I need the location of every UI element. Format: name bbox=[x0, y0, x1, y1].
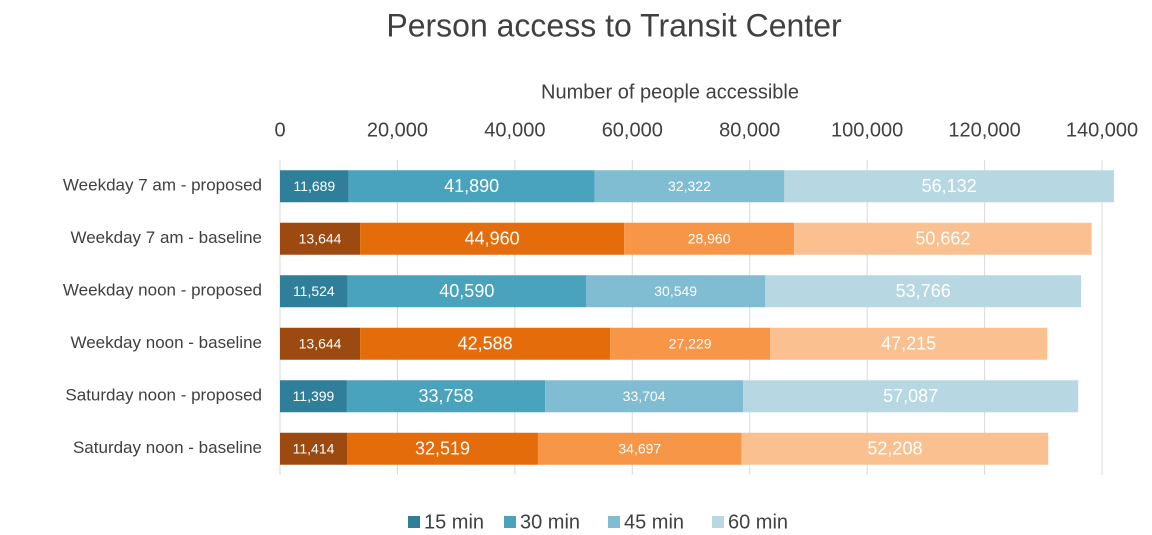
bar-segment bbox=[585, 275, 766, 308]
data-label: 13,644 bbox=[299, 230, 342, 246]
bar-segment bbox=[770, 327, 1048, 360]
legend-swatch bbox=[504, 516, 516, 528]
data-label: 40,590 bbox=[439, 281, 494, 301]
legend-label: 45 min bbox=[624, 511, 684, 533]
bar-segment bbox=[794, 222, 1092, 255]
bar-segment bbox=[346, 380, 546, 413]
data-label: 30,549 bbox=[654, 283, 697, 299]
data-label: 11,399 bbox=[293, 388, 335, 404]
bar-segment bbox=[624, 222, 795, 255]
bar-segment bbox=[280, 275, 348, 308]
data-label: 52,208 bbox=[867, 439, 922, 459]
bar-segment bbox=[280, 380, 347, 413]
bar-segment bbox=[347, 432, 538, 465]
data-label: 50,662 bbox=[915, 229, 970, 249]
bar-segment bbox=[280, 432, 348, 465]
y-tick-label: Weekday noon - baseline bbox=[70, 333, 262, 352]
data-label: 56,132 bbox=[922, 176, 977, 196]
x-tick-label: 140,000 bbox=[1066, 119, 1138, 141]
bar-segment bbox=[784, 170, 1114, 203]
bar-segment bbox=[360, 222, 625, 255]
legend-label: 30 min bbox=[520, 511, 580, 533]
data-label: 42,588 bbox=[458, 334, 513, 354]
bar-segment bbox=[347, 275, 586, 308]
bar-segment bbox=[280, 170, 349, 203]
data-label: 13,644 bbox=[299, 335, 342, 351]
x-tick-label: 60,000 bbox=[602, 119, 663, 141]
data-label: 32,322 bbox=[668, 178, 711, 194]
legend-label: 60 min bbox=[728, 511, 788, 533]
data-label: 33,758 bbox=[419, 386, 474, 406]
data-label: 44,960 bbox=[465, 229, 520, 249]
bar-segment bbox=[610, 327, 771, 360]
data-label: 11,689 bbox=[293, 178, 335, 194]
bar-segment bbox=[743, 380, 1079, 413]
data-label: 11,524 bbox=[293, 283, 335, 299]
y-tick-label: Weekday 7 am - proposed bbox=[63, 176, 262, 195]
bar-segment bbox=[348, 170, 595, 203]
bar-segment bbox=[545, 380, 744, 413]
x-axis-title: Number of people accessible bbox=[541, 81, 799, 103]
bar-segment bbox=[280, 327, 361, 360]
data-label: 47,215 bbox=[881, 334, 936, 354]
data-label: 28,960 bbox=[688, 230, 731, 246]
data-label: 11,414 bbox=[293, 440, 335, 456]
data-label: 57,087 bbox=[883, 386, 938, 406]
x-tick-label: 20,000 bbox=[367, 119, 428, 141]
legend-swatch bbox=[408, 516, 420, 528]
x-tick-label: 100,000 bbox=[831, 119, 903, 141]
x-tick-label: 80,000 bbox=[719, 119, 780, 141]
x-tick-label: 0 bbox=[274, 119, 285, 141]
chart-title: Person access to Transit Center bbox=[386, 7, 842, 43]
data-label: 41,890 bbox=[444, 176, 499, 196]
bar-segment bbox=[360, 327, 611, 360]
x-tick-label: 40,000 bbox=[484, 119, 545, 141]
bar-segment bbox=[537, 432, 742, 465]
bar-segment bbox=[765, 275, 1082, 308]
data-label: 34,697 bbox=[618, 440, 661, 456]
data-label: 53,766 bbox=[896, 281, 951, 301]
x-tick-label: 120,000 bbox=[948, 119, 1020, 141]
y-tick-label: Saturday noon - proposed bbox=[65, 386, 262, 405]
data-label: 27,229 bbox=[669, 335, 712, 351]
bar-segment bbox=[280, 222, 361, 255]
bar-segment bbox=[741, 432, 1049, 465]
legend-swatch bbox=[712, 516, 724, 528]
legend-label: 15 min bbox=[424, 511, 484, 533]
data-label: 32,519 bbox=[415, 439, 470, 459]
data-label: 33,704 bbox=[623, 388, 666, 404]
y-tick-label: Weekday 7 am - baseline bbox=[70, 228, 262, 247]
y-tick-label: Saturday noon - baseline bbox=[73, 438, 262, 457]
bar-segment bbox=[594, 170, 785, 203]
legend-swatch bbox=[608, 516, 620, 528]
y-tick-label: Weekday noon - proposed bbox=[63, 281, 262, 300]
